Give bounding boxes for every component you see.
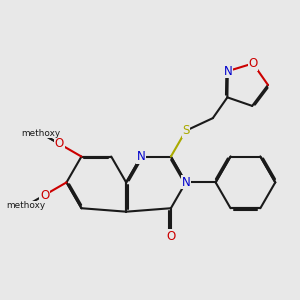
Text: N: N <box>137 150 146 163</box>
Text: N: N <box>224 64 232 78</box>
Text: S: S <box>182 124 190 137</box>
Text: N: N <box>182 176 190 189</box>
Text: O: O <box>55 137 64 150</box>
Text: methoxy: methoxy <box>20 128 60 137</box>
Text: O: O <box>248 57 258 70</box>
Text: O: O <box>166 230 176 243</box>
Text: methoxy: methoxy <box>6 201 46 210</box>
Text: O: O <box>40 189 49 202</box>
Text: methoxy: methoxy <box>21 129 60 138</box>
